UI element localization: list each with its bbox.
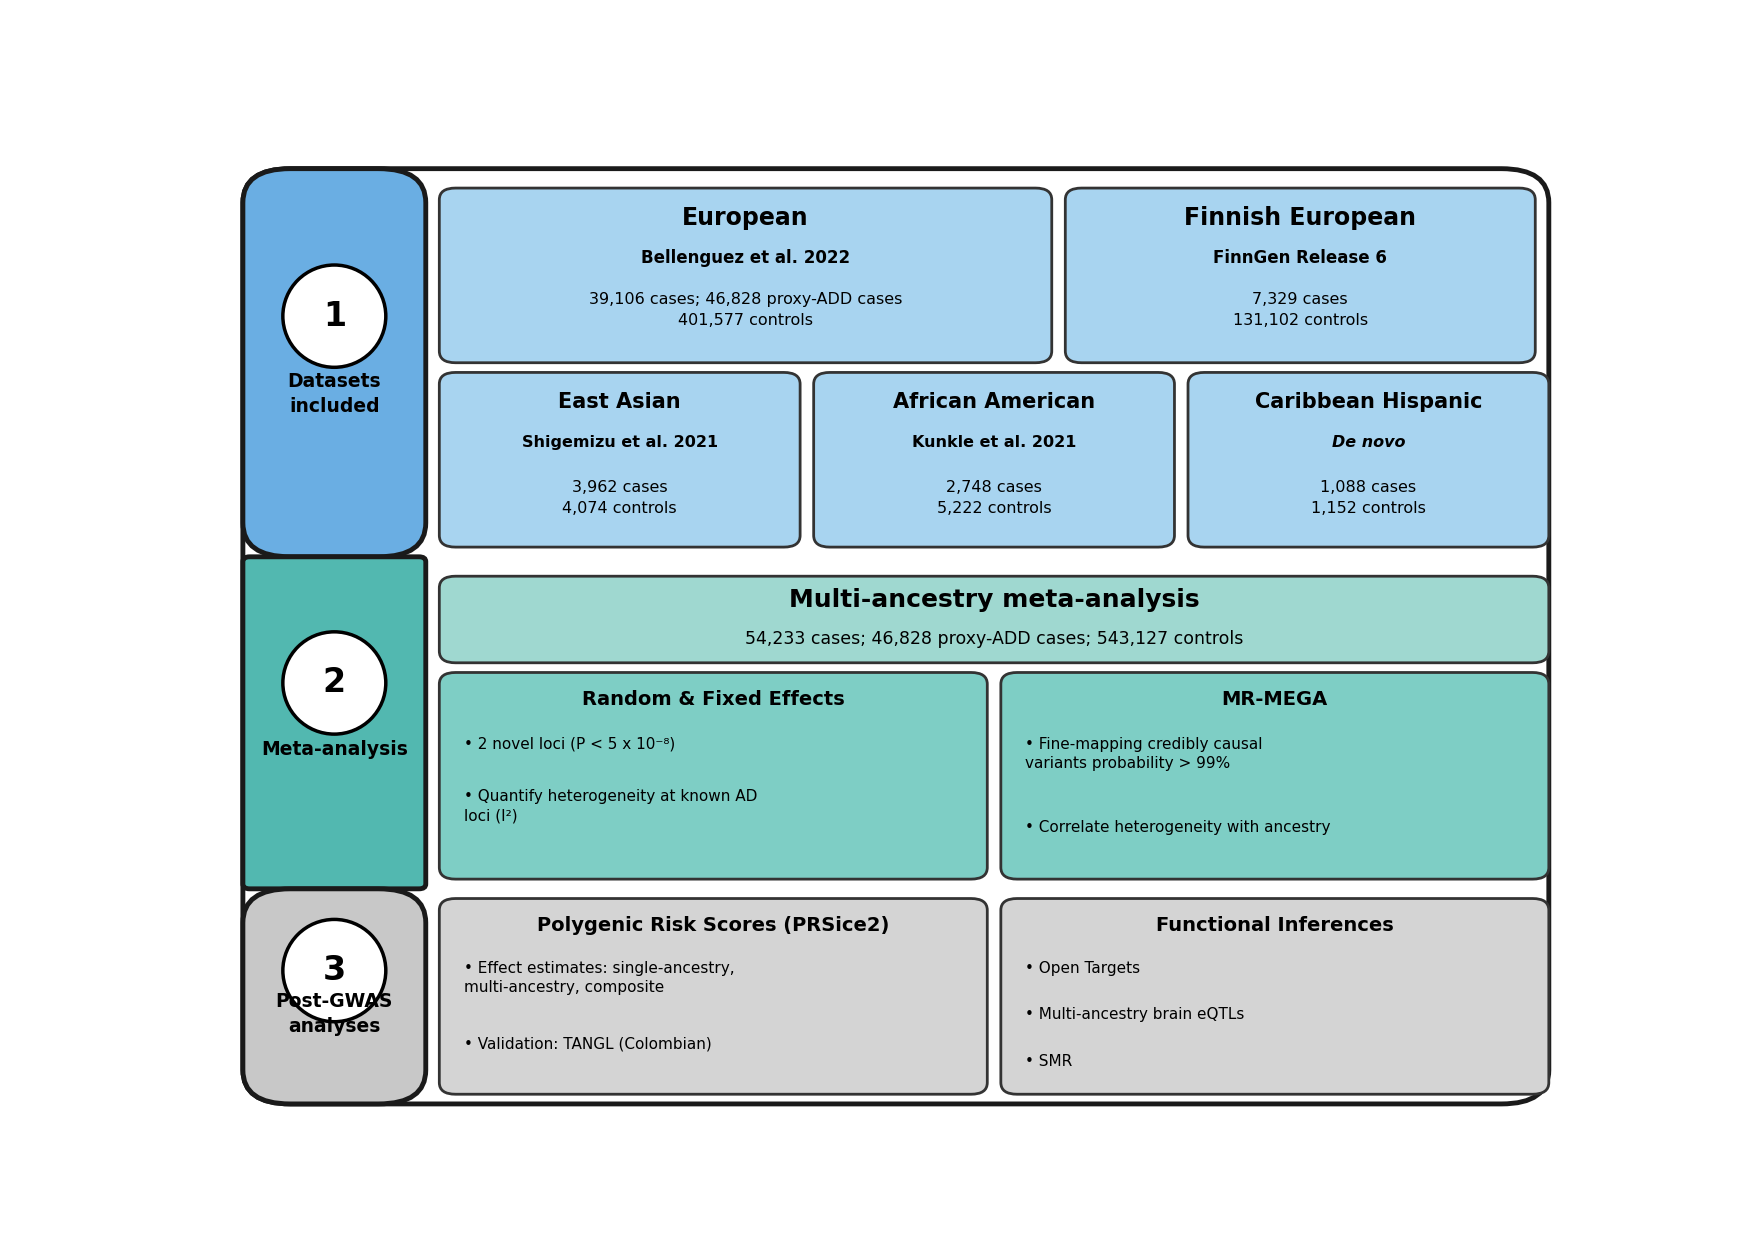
Text: 2,748 cases
5,222 controls: 2,748 cases 5,222 controls xyxy=(937,480,1051,517)
FancyBboxPatch shape xyxy=(439,898,988,1094)
FancyBboxPatch shape xyxy=(1002,673,1549,879)
FancyBboxPatch shape xyxy=(243,557,427,888)
Text: Shigemizu et al. 2021: Shigemizu et al. 2021 xyxy=(521,435,718,450)
Text: 39,106 cases; 46,828 proxy-ADD cases
401,577 controls: 39,106 cases; 46,828 proxy-ADD cases 401… xyxy=(589,292,902,329)
Text: • Open Targets: • Open Targets xyxy=(1026,960,1140,975)
Text: European: European xyxy=(682,205,809,229)
Text: Multi-ancestry meta-analysis: Multi-ancestry meta-analysis xyxy=(788,588,1199,612)
Text: • Quantify heterogeneity at known AD
loci (I²): • Quantify heterogeneity at known AD loc… xyxy=(463,789,757,824)
FancyBboxPatch shape xyxy=(243,888,427,1104)
Text: Finnish European: Finnish European xyxy=(1185,205,1416,229)
Text: Meta-analysis: Meta-analysis xyxy=(260,740,407,759)
Text: Caribbean Hispanic: Caribbean Hispanic xyxy=(1255,392,1482,412)
Text: 2: 2 xyxy=(323,667,346,699)
Text: 7,329 cases
131,102 controls: 7,329 cases 131,102 controls xyxy=(1232,292,1369,329)
Text: De novo: De novo xyxy=(1332,435,1405,450)
Text: 1: 1 xyxy=(323,300,346,333)
FancyBboxPatch shape xyxy=(1065,188,1535,363)
Text: • 2 novel loci (P < 5 x 10⁻⁸): • 2 novel loci (P < 5 x 10⁻⁸) xyxy=(463,737,675,751)
Text: African American: African American xyxy=(893,392,1096,412)
Text: 3: 3 xyxy=(323,954,346,987)
FancyBboxPatch shape xyxy=(439,188,1052,363)
Ellipse shape xyxy=(283,631,386,735)
Text: Bellenguez et al. 2022: Bellenguez et al. 2022 xyxy=(642,249,850,267)
Text: • SMR: • SMR xyxy=(1026,1053,1073,1068)
Text: Random & Fixed Effects: Random & Fixed Effects xyxy=(582,690,844,709)
Text: Datasets
included: Datasets included xyxy=(287,372,381,416)
FancyBboxPatch shape xyxy=(439,576,1549,663)
Ellipse shape xyxy=(283,920,386,1022)
Text: • Multi-ancestry brain eQTLs: • Multi-ancestry brain eQTLs xyxy=(1026,1007,1245,1022)
Text: MR-MEGA: MR-MEGA xyxy=(1222,690,1328,709)
FancyBboxPatch shape xyxy=(439,373,801,547)
Text: • Correlate heterogeneity with ancestry: • Correlate heterogeneity with ancestry xyxy=(1026,820,1330,835)
Text: • Validation: TANGL (Colombian): • Validation: TANGL (Colombian) xyxy=(463,1036,711,1051)
Text: Functional Inferences: Functional Inferences xyxy=(1155,916,1393,935)
FancyBboxPatch shape xyxy=(243,169,427,557)
FancyBboxPatch shape xyxy=(1189,373,1549,547)
Text: Polygenic Risk Scores (PRSice2): Polygenic Risk Scores (PRSice2) xyxy=(537,916,890,935)
FancyBboxPatch shape xyxy=(243,169,1549,1104)
Text: 3,962 cases
4,074 controls: 3,962 cases 4,074 controls xyxy=(563,480,676,517)
Text: East Asian: East Asian xyxy=(558,392,682,412)
FancyBboxPatch shape xyxy=(439,673,988,879)
Text: Post-GWAS
analyses: Post-GWAS analyses xyxy=(276,992,393,1036)
Text: Kunkle et al. 2021: Kunkle et al. 2021 xyxy=(912,435,1077,450)
Text: 54,233 cases; 46,828 proxy-ADD cases; 543,127 controls: 54,233 cases; 46,828 proxy-ADD cases; 54… xyxy=(745,630,1243,648)
Text: 1,088 cases
1,152 controls: 1,088 cases 1,152 controls xyxy=(1311,480,1426,517)
Text: • Fine-mapping credibly causal
variants probability > 99%: • Fine-mapping credibly causal variants … xyxy=(1026,737,1262,771)
Ellipse shape xyxy=(283,265,386,368)
FancyBboxPatch shape xyxy=(813,373,1175,547)
Text: • Effect estimates: single-ancestry,
multi-ancestry, composite: • Effect estimates: single-ancestry, mul… xyxy=(463,960,734,995)
Text: FinnGen Release 6: FinnGen Release 6 xyxy=(1213,249,1388,267)
FancyBboxPatch shape xyxy=(1002,898,1549,1094)
